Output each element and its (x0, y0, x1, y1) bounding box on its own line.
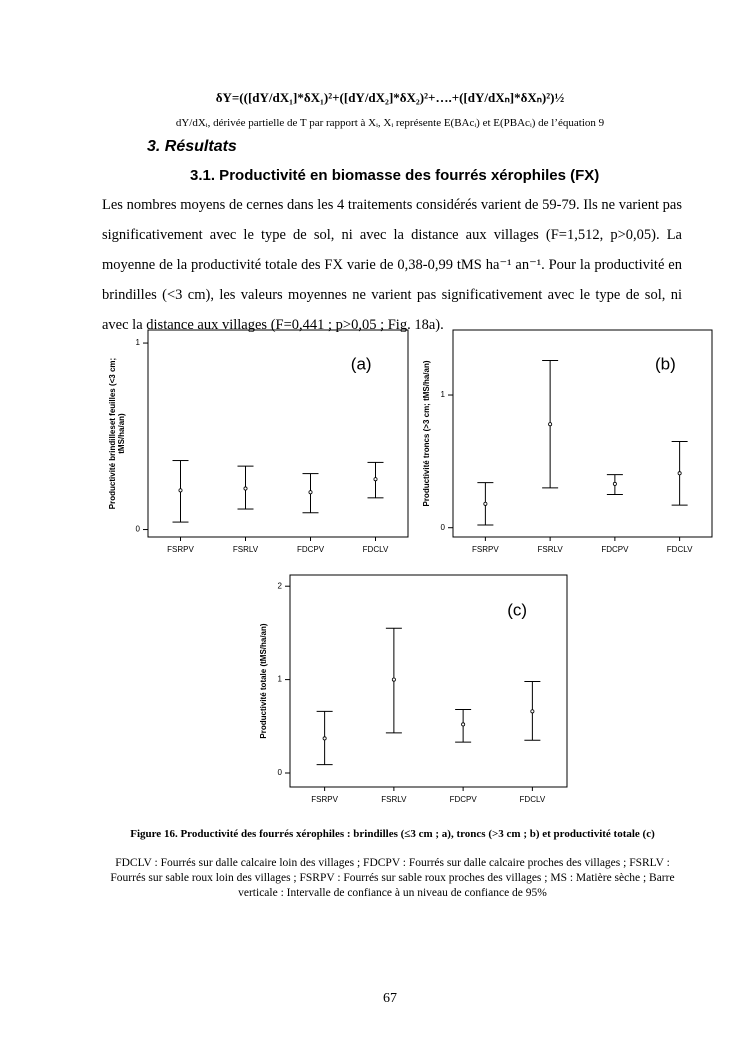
y-tick-label: 0 (441, 523, 446, 532)
x-tick-label: FSRPV (472, 545, 499, 554)
mean-point (461, 722, 466, 727)
mean-point (322, 736, 327, 741)
mean-point (677, 471, 682, 476)
panel-label: (c) (507, 601, 527, 620)
caption-text: FDCLV : Fourrés sur dalle calcaire loin … (110, 857, 675, 899)
paragraph: Les nombres moyens de cernes dans les 4 … (102, 197, 682, 333)
panel-label: (a) (351, 355, 372, 374)
x-tick-label: FDCLV (667, 545, 693, 554)
mean-point (483, 501, 488, 506)
y-axis-label: Productivité troncs (>3 cm; tMS/ha/an) (422, 360, 431, 506)
y-tick-label: 0 (278, 768, 283, 777)
subsection-heading: 3.1. Productivité en biomasse des fourré… (190, 167, 600, 184)
formula: δY=(([dY/dX₁]*δX₁)²+([dY/dX₂]*δX₂)²+….+(… (215, 90, 565, 105)
mean-point (612, 481, 617, 486)
mean-point (178, 488, 183, 493)
panel-label: (b) (655, 355, 676, 374)
x-tick-label: FDCLV (363, 545, 389, 554)
y-tick-label: 2 (278, 581, 283, 590)
y-tick-label: 1 (278, 675, 283, 684)
x-tick-label: FSRPV (167, 545, 194, 554)
x-tick-label: FDCLV (520, 795, 546, 804)
plot-frame (289, 574, 568, 788)
x-tick-label: FSRLV (233, 545, 259, 554)
mean-point (243, 486, 248, 491)
mean-point (548, 422, 553, 427)
caption-title: Figure 16. Productivité des fourrés xéro… (130, 828, 655, 840)
section-heading: 3. Résultats (147, 138, 237, 155)
plot-frame (452, 329, 713, 538)
plot-frame (147, 329, 409, 538)
x-tick-label: FSRLV (538, 545, 564, 554)
formula-note: dY/dXᵢ, dérivée partielle de T par rappo… (175, 117, 605, 129)
y-tick-label: 1 (136, 338, 141, 347)
x-tick-label: FDCPV (297, 545, 325, 554)
mean-point (530, 709, 535, 714)
mean-point (373, 477, 378, 482)
x-tick-label: FSRLV (381, 795, 407, 804)
y-axis-label: Productivité totale (tMS/ha/an) (259, 623, 268, 738)
mean-point (308, 490, 313, 495)
y-axis-label: Productivité brindilleset feuilles (<3 c… (108, 358, 117, 509)
page-number: 67 (383, 991, 397, 1006)
x-tick-label: FDCPV (601, 545, 629, 554)
y-tick-label: 0 (136, 525, 141, 534)
y-tick-label: 1 (441, 390, 446, 399)
y-axis-label: tMS/ha/an) (117, 413, 126, 454)
x-tick-label: FDCPV (450, 795, 478, 804)
mean-point (391, 677, 396, 682)
x-tick-label: FSRPV (311, 795, 338, 804)
